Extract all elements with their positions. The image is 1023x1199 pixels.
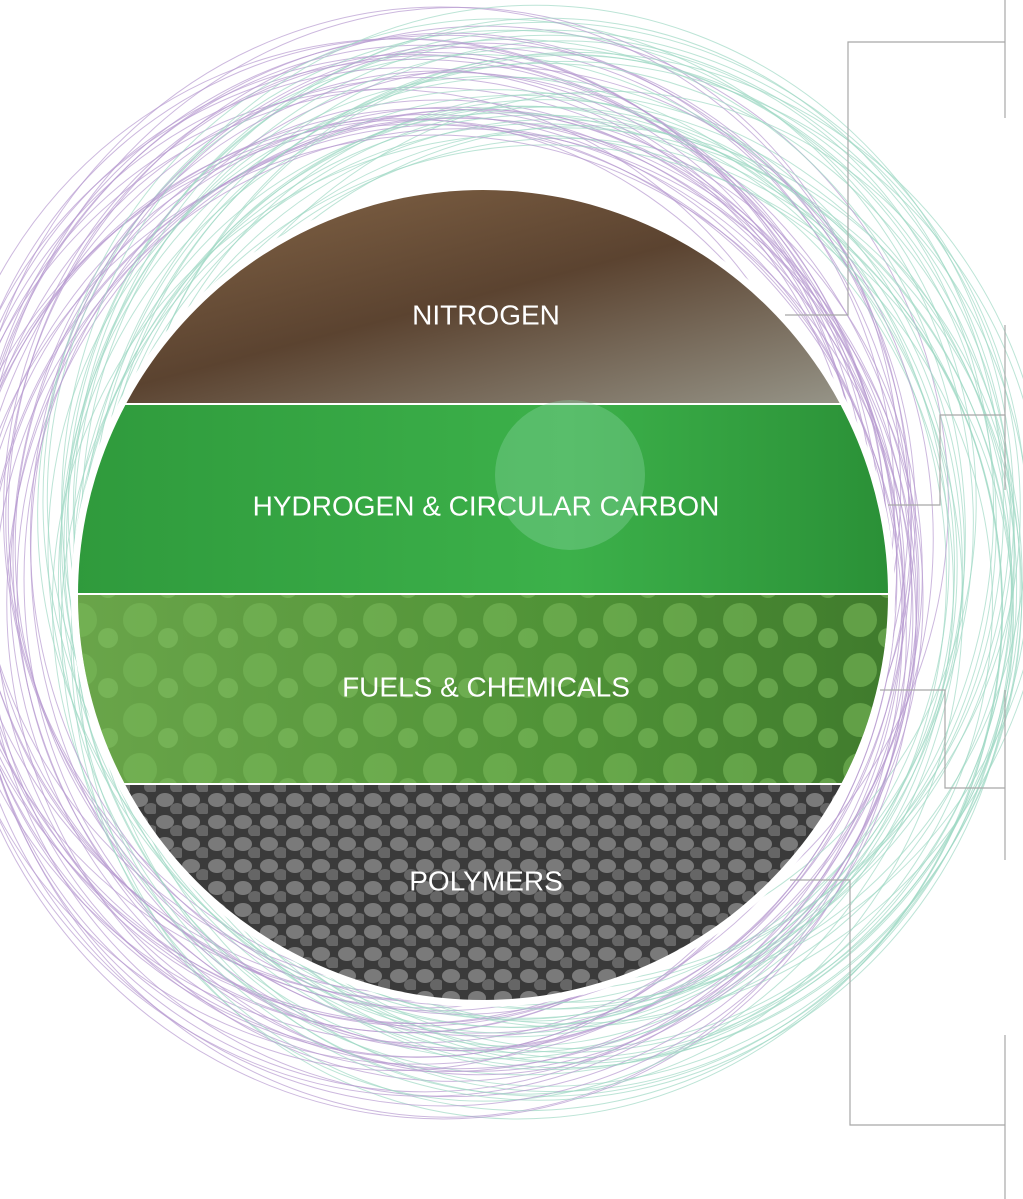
bubble <box>495 400 645 550</box>
segment-label[interactable]: NITROGEN <box>412 299 560 330</box>
segment-label[interactable]: HYDROGEN & CIRCULAR CARBON <box>253 490 720 521</box>
segment-label[interactable]: FUELS & CHEMICALS <box>342 671 630 702</box>
segments-graphic: NITROGEN HYDROGEN & CIRCULAR CARBON FUEL… <box>0 0 1023 1199</box>
page: NITROGEN HYDROGEN & CIRCULAR CARBON FUEL… <box>0 0 1023 1199</box>
segment-label[interactable]: POLYMERS <box>409 865 563 896</box>
